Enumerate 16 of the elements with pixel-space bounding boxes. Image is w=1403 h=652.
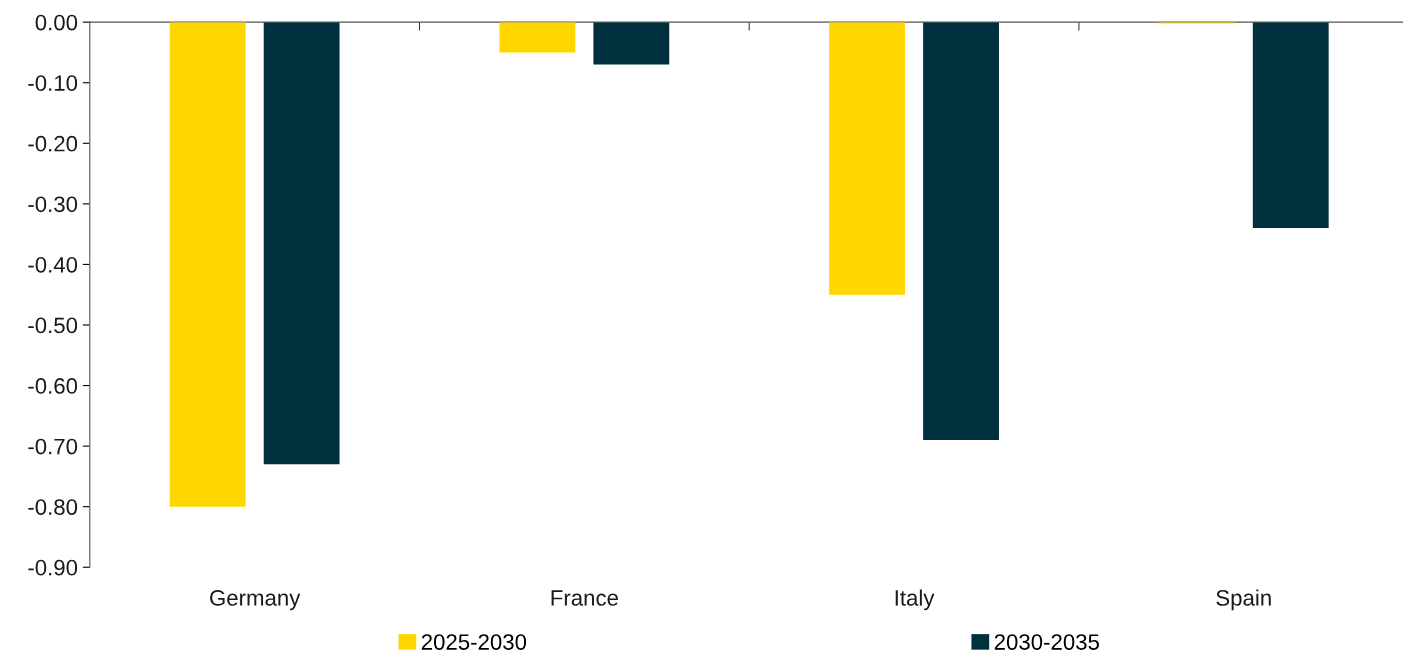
legend-label: 2030-2035 [994, 634, 1099, 650]
y-tick-label: -0.10 [28, 75, 78, 91]
y-tick-label: -0.70 [28, 438, 78, 455]
y-tick-label: -0.40 [28, 256, 78, 273]
y-tick-label: -0.90 [28, 559, 78, 576]
y-tick-label: -0.50 [28, 317, 78, 334]
y-tick-label: 0.00 [35, 14, 78, 31]
x-tick-label: Italy [895, 589, 935, 611]
x-tick-label: Spain [1216, 589, 1271, 611]
legend-label: 2025-2030 [421, 634, 527, 650]
y-tick-label: -0.60 [28, 378, 78, 394]
x-tick-label: France [551, 590, 618, 606]
y-tick-label: -0.30 [28, 196, 78, 213]
y-tick-label: -0.80 [28, 499, 78, 515]
y-tick-label: -0.20 [28, 135, 78, 152]
x-tick-label: Germany [210, 590, 301, 611]
